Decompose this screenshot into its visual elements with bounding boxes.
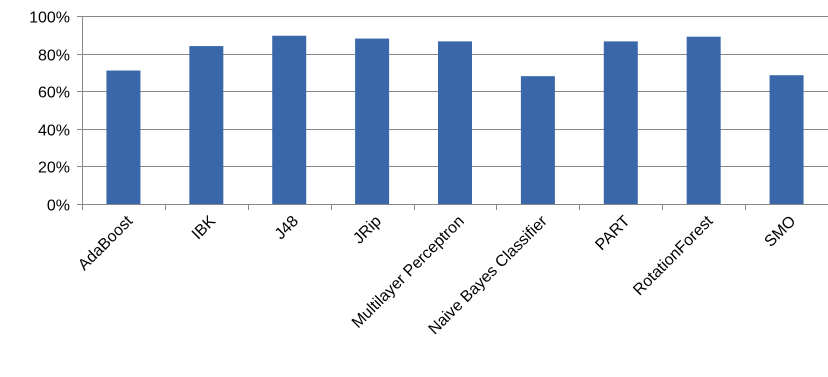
- y-tick-label: 60%: [38, 85, 70, 102]
- x-tick-label: AdaBoost: [75, 212, 136, 273]
- bar: [355, 38, 390, 205]
- bar: [106, 70, 141, 205]
- bar: [769, 75, 804, 204]
- y-tick-labels: 0% 20% 40% 60% 80% 100%: [29, 10, 70, 215]
- x-tick-label: J48: [272, 213, 302, 243]
- bar: [189, 46, 224, 204]
- axes: [77, 16, 828, 210]
- bar: [686, 36, 721, 205]
- y-tick-label: 40%: [38, 123, 70, 140]
- y-tick-label: 80%: [38, 48, 70, 65]
- x-tick-label: SMO: [762, 213, 800, 251]
- x-tick-label: RotationForest: [630, 212, 717, 299]
- bar: [272, 35, 307, 204]
- y-tick-label: 0%: [47, 198, 70, 215]
- x-tick-label: PART: [592, 213, 633, 254]
- x-tick-label: IBK: [189, 213, 219, 243]
- y-tick-label: 100%: [29, 10, 70, 27]
- bar: [520, 76, 555, 204]
- bar: [603, 41, 638, 204]
- x-tick-label: JRip: [350, 213, 385, 248]
- y-tick-label: 20%: [38, 160, 70, 177]
- bars: [106, 35, 804, 205]
- bar: [438, 41, 472, 204]
